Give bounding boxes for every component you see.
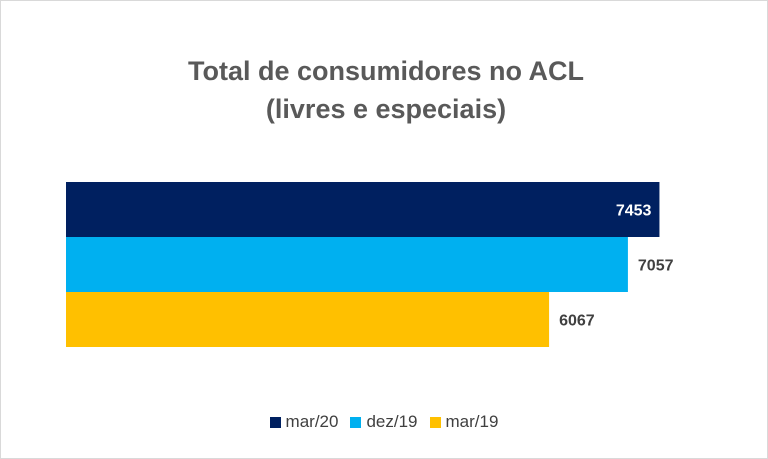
bar-dez-19 [66,237,628,292]
legend-swatch [429,416,441,428]
legend-item-dez-19: dez/19 [350,412,418,432]
legend-label: mar/20 [285,412,339,431]
data-label-mar-19: 6067 [559,313,595,330]
chart-legend: mar/20 dez/19 mar/19 [0,412,768,432]
bar-mar-19 [66,292,550,347]
legend-item-mar-20: mar/20 [269,412,339,432]
legend-item-mar-19: mar/19 [429,412,499,432]
legend-swatch [350,416,362,428]
chart-title-line-2: (livres e especiais) [265,94,507,124]
data-label-dez-19: 7057 [638,258,674,275]
legend-label: mar/19 [445,412,499,431]
bar-mar-20 [66,182,660,237]
legend-swatch [269,416,281,428]
chart-title-line-1: Total de consumidores no ACL [187,56,585,86]
data-label-mar-20: 7453 [616,203,652,220]
legend-label: dez/19 [366,412,418,431]
chart-title: Total de consumidores no ACL (livres e e… [0,52,768,128]
